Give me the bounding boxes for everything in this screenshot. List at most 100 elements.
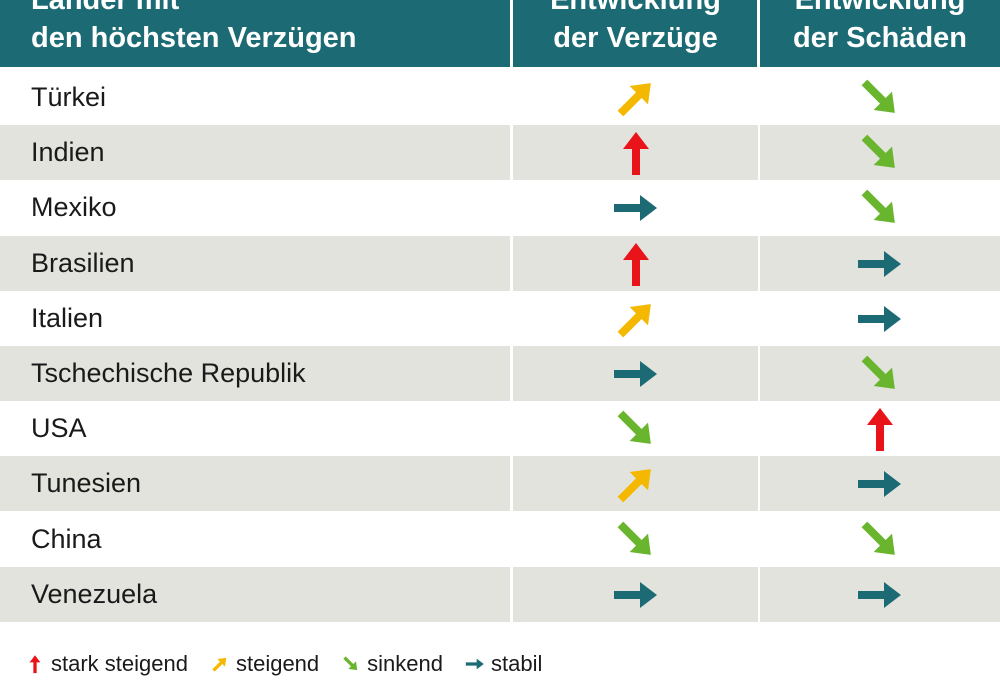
header-country-line1: Länder mit [31, 0, 180, 16]
country-name: Mexiko [31, 192, 117, 222]
damage-trend-cell [760, 401, 1000, 456]
table-row: Türkei [0, 70, 1000, 125]
legend-label: sinkend [367, 651, 443, 676]
damage-trend-cell [760, 512, 1000, 567]
arrow-down-right-icon [617, 521, 651, 555]
damage-trend-arrow [856, 184, 904, 232]
delay-trend-cell [513, 70, 758, 125]
delay-trend-arrow [612, 74, 660, 122]
delay-trend-arrow [612, 460, 660, 508]
arrow-down-right-icon [861, 355, 895, 389]
arrow-shape-damage [867, 407, 893, 451]
arrow-down-right-icon [861, 521, 895, 555]
arrow-shape-delay [622, 131, 649, 175]
delay-trend-cell [513, 180, 758, 235]
arrow-up-right-icon [617, 468, 651, 502]
arrow-up-icon [867, 407, 893, 451]
country-cell: Türkei [0, 70, 510, 125]
arrow-shape-delay [617, 82, 651, 116]
table-row: Indien [0, 125, 1000, 180]
arrow-shape-damage [858, 581, 901, 608]
damage-trend-cell [760, 567, 1000, 622]
table-row: Italien [0, 291, 1000, 346]
arrow-shape-damage [861, 189, 895, 223]
delay-trend-arrow [612, 184, 660, 232]
arrow-down-right-icon [343, 656, 358, 671]
legend-label: stark steigend [51, 651, 188, 676]
arrow-down-right-icon [861, 189, 895, 223]
table-row: Tschechische Republik [0, 346, 1000, 401]
damage-trend-arrow [856, 129, 904, 177]
arrow-up-right-icon [617, 82, 651, 116]
arrow-shape-legend [212, 657, 227, 672]
country-name: Türkei [31, 82, 107, 112]
country-name: Venezuela [31, 579, 158, 609]
country-cell: USA [0, 401, 510, 456]
arrow-shape-delay [617, 521, 651, 555]
damage-trend-cell [760, 180, 1000, 235]
delay-trend-cell [513, 401, 758, 456]
arrow-shape-delay [613, 581, 657, 608]
arrow-right-icon [613, 581, 657, 608]
header-divider [510, 0, 513, 67]
delay-trend-cell [513, 236, 758, 291]
arrow-shape-legend [465, 658, 484, 670]
arrow-down-right-icon [617, 410, 651, 444]
arrow-shape-damage [858, 305, 901, 332]
country-name: Indien [31, 137, 105, 167]
country-name: China [31, 524, 102, 554]
table-header: Länder mit den höchsten Verzügen Entwick… [0, 0, 1000, 67]
header-delay-column: Entwicklung der Verzüge [513, 0, 758, 67]
arrow-shape-delay [613, 360, 657, 387]
arrow-shape-delay [622, 242, 649, 286]
damage-trend-arrow [856, 516, 904, 564]
legend-icon [210, 654, 230, 674]
table-row: Tunesien [0, 456, 1000, 511]
delay-trend-arrow [612, 516, 660, 564]
delay-trend-cell [513, 456, 758, 511]
table-row: Brasilien [0, 236, 1000, 291]
arrow-shape-legend [343, 656, 358, 671]
arrow-shape-delay [617, 303, 651, 337]
country-name: Brasilien [31, 248, 135, 278]
table-row: Mexiko [0, 180, 1000, 235]
arrow-down-right-icon [861, 79, 895, 113]
damage-trend-arrow [856, 405, 904, 453]
country-name: Tunesien [31, 468, 142, 498]
delay-trend-arrow [612, 571, 660, 619]
damage-trend-cell [760, 346, 1000, 401]
country-cell: Indien [0, 125, 510, 180]
table-row: China [0, 512, 1000, 567]
legend-icon [341, 654, 361, 674]
arrow-right-icon [858, 581, 901, 608]
delay-trend-arrow [612, 405, 660, 453]
arrow-shape-damage [861, 355, 895, 389]
delay-trend-arrow [612, 240, 660, 288]
country-cell: Italien [0, 291, 510, 346]
arrow-right-icon [858, 470, 901, 497]
country-cell: Tunesien [0, 456, 510, 511]
table-row: Venezuela [0, 567, 1000, 622]
arrow-up-right-icon [212, 657, 227, 672]
legend-label: steigend [235, 651, 320, 676]
damage-trend-cell [760, 125, 1000, 180]
damage-trend-cell [760, 236, 1000, 291]
legend-label: stabil [491, 651, 543, 676]
legend-item: stabil [465, 651, 542, 677]
legend-icon [25, 654, 45, 674]
delay-trend-arrow [612, 129, 660, 177]
delay-trend-cell [513, 567, 758, 622]
legend-item: stark steigend [25, 651, 188, 677]
damage-trend-cell [760, 291, 1000, 346]
damage-trend-arrow [856, 571, 904, 619]
arrow-right-icon [613, 360, 657, 387]
header-country-line2: den höchsten Verzügen [31, 22, 357, 54]
delay-trend-cell [513, 125, 758, 180]
arrow-up-icon [29, 655, 41, 674]
damage-trend-arrow [856, 240, 904, 288]
damage-trend-cell [760, 70, 1000, 125]
arrow-up-icon [622, 242, 649, 286]
country-cell: Venezuela [0, 567, 510, 622]
legend-icon [465, 654, 485, 674]
arrow-up-right-icon [617, 303, 651, 337]
